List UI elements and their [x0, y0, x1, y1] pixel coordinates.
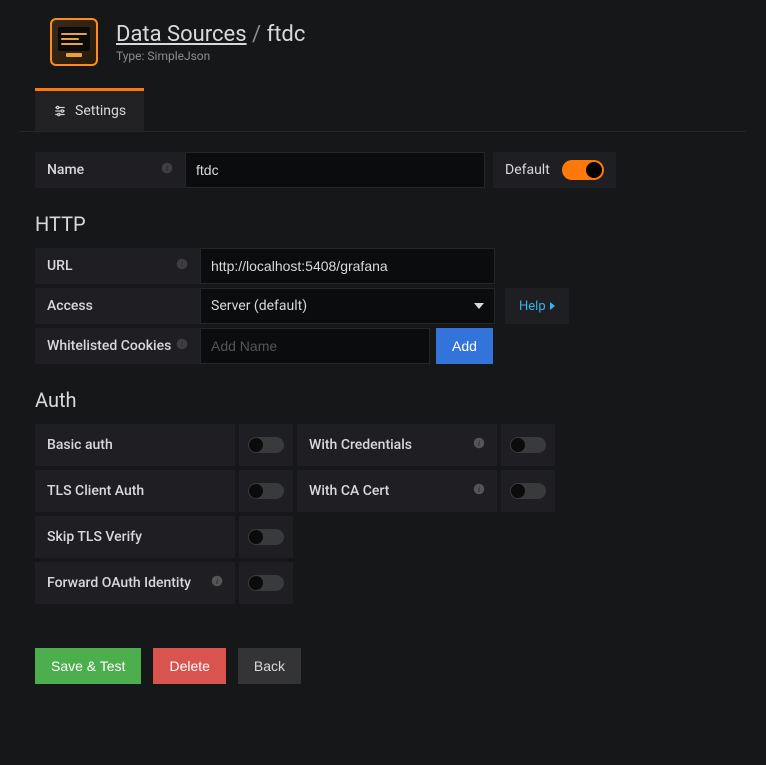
forward-oauth-toggle[interactable]: [248, 575, 284, 591]
chevron-down-icon: [474, 303, 484, 309]
cookies-input[interactable]: [200, 328, 430, 364]
sliders-icon: [53, 104, 67, 118]
name-label: Name i: [35, 152, 185, 188]
help-button[interactable]: Help: [505, 288, 569, 324]
breadcrumb-sep: /: [247, 22, 267, 47]
forward-oauth-label: Forward OAuth Identityi: [35, 562, 235, 604]
datasource-icon: [50, 18, 98, 66]
info-icon[interactable]: i: [473, 483, 485, 499]
with-credentials-toggle[interactable]: [510, 437, 546, 453]
with-ca-cert-label: With CA Certi: [297, 470, 497, 512]
delete-button[interactable]: Delete: [153, 648, 225, 684]
default-toggle[interactable]: [562, 160, 604, 180]
info-icon[interactable]: i: [176, 338, 188, 354]
access-select[interactable]: Server (default): [200, 288, 495, 324]
auth-section-title: Auth: [35, 388, 731, 412]
auth-grid: Basic auth With Credentialsi TLS Client …: [35, 424, 731, 604]
tls-client-auth-label: TLS Client Auth: [35, 470, 235, 512]
add-cookie-button[interactable]: Add: [436, 328, 493, 364]
with-ca-cert-toggle[interactable]: [510, 483, 546, 499]
tab-settings[interactable]: Settings: [35, 88, 144, 131]
access-label: Access: [35, 288, 200, 324]
info-icon[interactable]: i: [473, 437, 485, 453]
default-toggle-wrap: Default: [493, 152, 616, 188]
tabs: Settings: [20, 88, 746, 132]
access-value: Server (default): [211, 298, 307, 314]
skip-tls-verify-toggle[interactable]: [248, 529, 284, 545]
breadcrumb-leaf: ftdc: [267, 22, 306, 47]
back-button[interactable]: Back: [238, 648, 301, 684]
info-icon[interactable]: i: [211, 575, 223, 591]
with-credentials-label: With Credentialsi: [297, 424, 497, 466]
skip-tls-verify-label: Skip TLS Verify: [35, 516, 235, 558]
http-section-title: HTTP: [35, 212, 731, 236]
tab-settings-label: Settings: [75, 103, 126, 119]
chevron-right-icon: [550, 302, 555, 310]
tls-client-auth-toggle[interactable]: [248, 483, 284, 499]
name-row: Name i Default: [35, 152, 731, 188]
url-input[interactable]: [200, 248, 495, 284]
cookies-label: Whitelisted Cookies i: [35, 328, 200, 364]
footer-buttons: Save & Test Delete Back: [35, 648, 731, 684]
name-input[interactable]: [185, 152, 485, 188]
basic-auth-toggle[interactable]: [248, 437, 284, 453]
info-icon[interactable]: i: [176, 258, 188, 274]
page-header: Data Sources / ftdc Type: SimpleJson: [20, 0, 746, 76]
datasource-type: Type: SimpleJson: [116, 49, 305, 63]
url-label: URL i: [35, 248, 200, 284]
default-label: Default: [505, 162, 550, 178]
info-icon[interactable]: i: [161, 162, 173, 178]
breadcrumb-root-link[interactable]: Data Sources: [116, 22, 247, 47]
basic-auth-label: Basic auth: [35, 424, 235, 466]
breadcrumb: Data Sources / ftdc: [116, 22, 305, 47]
save-and-test-button[interactable]: Save & Test: [35, 648, 141, 684]
